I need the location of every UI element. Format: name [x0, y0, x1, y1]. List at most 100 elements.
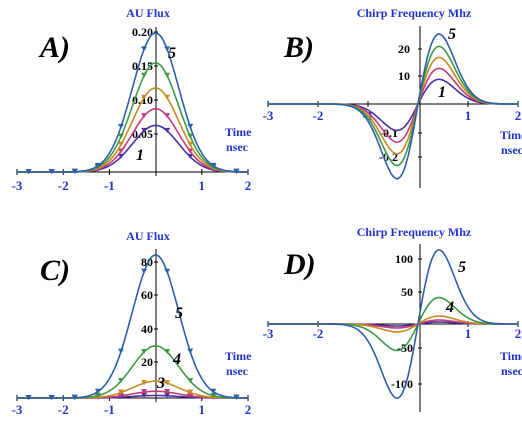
- series-5-point: [117, 123, 124, 129]
- series-2-point: [117, 148, 124, 154]
- x-tick-label: 2: [515, 108, 522, 123]
- curve-label: 3: [156, 375, 165, 392]
- x-tick-label: -3: [12, 402, 23, 417]
- series-5-point: [71, 168, 78, 174]
- series-4-line: [17, 62, 248, 173]
- series-5-point: [187, 348, 194, 354]
- series-4-point: [187, 378, 194, 384]
- series-5-point: [187, 123, 194, 129]
- series-5-point: [141, 46, 148, 52]
- curve-label: 5: [458, 259, 466, 276]
- panel-d: -3 -2 1 2 100 50 -50 -100 Chirp Frequency Mhz D) T…: [263, 225, 522, 412]
- series-5-line: [17, 254, 249, 399]
- series-3-point: [164, 94, 171, 100]
- y-tick-label: 0.20: [132, 25, 153, 39]
- series-3-point: [187, 389, 194, 395]
- x-tick-label: 1: [465, 108, 472, 123]
- series-5-point: [233, 394, 240, 400]
- series-5-line: [17, 32, 249, 173]
- series-5-point: [164, 46, 171, 52]
- series-5-point: [210, 388, 217, 394]
- x-tick-label: 1: [465, 326, 472, 341]
- curve-label: 5: [448, 26, 456, 43]
- y-tick-label: 60: [141, 288, 153, 302]
- x-axis-label: Time: [500, 128, 522, 142]
- series-5-line: [268, 249, 518, 399]
- y-tick-label: 10: [398, 69, 410, 83]
- series-2-point: [141, 113, 148, 119]
- x-tick-label: -2: [58, 178, 69, 193]
- y-tick-label: -100: [391, 377, 413, 391]
- y-tick-label: 50: [401, 285, 413, 299]
- panel-label: A): [38, 31, 70, 64]
- series-4-point: [187, 133, 194, 139]
- y-tick-label: 100: [395, 252, 413, 266]
- x-axis-label: Time: [500, 349, 522, 363]
- y-tick-label: 20: [141, 355, 153, 369]
- x-tick-label: 1: [199, 402, 206, 417]
- series-3-point: [117, 389, 124, 395]
- series-2-point: [141, 389, 148, 395]
- series-1-point: [187, 153, 194, 159]
- series-5-point: [94, 162, 101, 168]
- x-axis-unit-label: nsec: [226, 364, 249, 378]
- series-5-point: [25, 168, 32, 174]
- x-tick-label: -3: [263, 326, 274, 341]
- series-5-point: [94, 388, 101, 394]
- series-5-point: [141, 268, 148, 274]
- x-tick-label: -1: [104, 402, 115, 417]
- series-5-point: [25, 394, 32, 400]
- series-3-point: [187, 141, 194, 147]
- series-5-point: [233, 168, 240, 174]
- series-3-point: [141, 94, 148, 100]
- x-tick-label: -3: [12, 178, 23, 193]
- series-1-point: [164, 127, 171, 133]
- x-axis-unit-label: nsec: [501, 364, 522, 378]
- series-5-point: [48, 394, 55, 400]
- series-2-point: [117, 392, 124, 398]
- x-tick-label: 2: [245, 402, 252, 417]
- series-3-point: [164, 380, 171, 386]
- curve-label: 4: [172, 351, 181, 368]
- series-2-point: [187, 392, 194, 398]
- series-1-point: [164, 392, 171, 398]
- series-4-line: [268, 45, 518, 167]
- series-5-point: [48, 168, 55, 174]
- series-3-point: [141, 380, 148, 386]
- series-4-point: [164, 348, 171, 354]
- curve-label: 4: [445, 299, 454, 316]
- x-tick-label: -2: [58, 402, 69, 417]
- series-4-point: [117, 133, 124, 139]
- panel-label: D): [283, 248, 316, 281]
- x-axis-label: Time: [225, 125, 252, 139]
- panel-label: C): [40, 254, 70, 287]
- series-3-point: [117, 141, 124, 147]
- series-1-point: [141, 392, 148, 398]
- x-tick-label: 2: [515, 326, 522, 341]
- x-tick-label: 2: [245, 178, 252, 193]
- series-1-point: [141, 127, 148, 133]
- x-tick-label: -3: [263, 108, 274, 123]
- series-4-point: [94, 392, 101, 398]
- curve-label: 5: [175, 305, 183, 322]
- x-tick-label: 1: [199, 178, 206, 193]
- series-4-point: [164, 72, 171, 78]
- panel-label: B): [283, 31, 314, 64]
- series-4-point: [141, 348, 148, 354]
- y-tick-label: -50: [397, 341, 413, 355]
- chart-title: Chirp Frequency Mhz: [357, 6, 472, 20]
- x-tick-label: -1: [104, 178, 115, 193]
- chart-title: AU Flux: [126, 229, 170, 243]
- x-axis-unit-label: nsec: [501, 143, 522, 157]
- chart-title: Chirp Frequency Mhz: [357, 225, 472, 239]
- series-2-point: [164, 113, 171, 119]
- x-tick-label: -2: [313, 108, 324, 123]
- series-5-point: [117, 348, 124, 354]
- series-2-point: [164, 389, 171, 395]
- x-axis-label: Time: [225, 349, 252, 363]
- y-tick-label: 40: [141, 322, 153, 336]
- x-tick-label: -2: [313, 326, 324, 341]
